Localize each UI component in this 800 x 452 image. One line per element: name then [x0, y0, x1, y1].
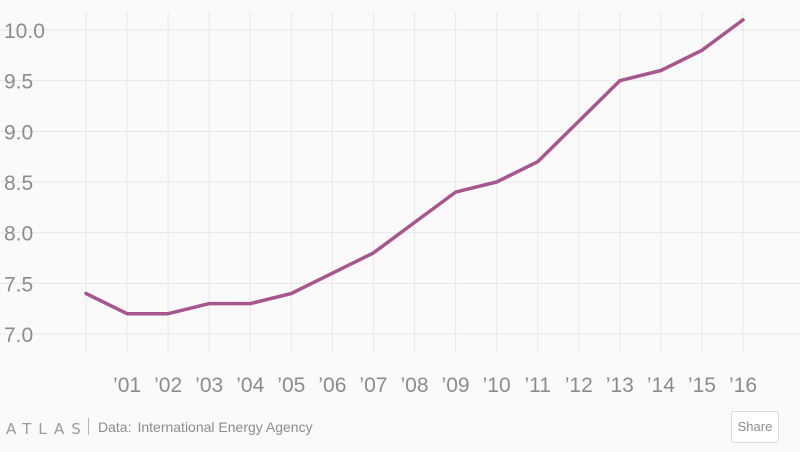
line-chart: 7.07.58.08.59.09.510.0 ’01’02’03’04’05’0… [0, 12, 800, 397]
x-tick-label: ’08 [400, 374, 428, 397]
footer: ATLAS Data: International Energy Agency S… [0, 408, 800, 452]
x-tick-label: ’15 [688, 374, 716, 397]
y-axis: 7.0 7.5 8.0 8.5 9.0 9.5 10.0 [4, 20, 45, 347]
y-tick-label: 8.0 [4, 223, 33, 246]
source-text: International Energy Agency [137, 419, 313, 435]
x-tick-label: ’06 [318, 374, 346, 397]
share-button[interactable]: Share [731, 411, 779, 443]
x-tick-label: ’01 [113, 374, 141, 397]
x-tick-label: ’13 [606, 374, 634, 397]
x-tick-label: ’12 [565, 374, 593, 397]
x-tick-label: ’05 [277, 374, 305, 397]
x-tick-label: ’09 [442, 374, 470, 397]
y-tick-label: 9.0 [4, 121, 33, 144]
y-tick-label: 9.5 [4, 71, 33, 94]
x-tick-label: ’11 [524, 374, 550, 397]
x-tick-label: ’07 [359, 374, 387, 397]
x-tick-label: ’04 [236, 374, 264, 397]
x-tick-label: ’14 [647, 374, 675, 397]
x-axis: ’01 ’02 ’03 ’04 ’05 ’06 ’07 ’08 ’09 ’10 ’11 ’12 ’13 ’… [113, 374, 757, 397]
atlas-logo: ATLAS [6, 420, 88, 438]
x-tick-label: ’10 [483, 374, 511, 397]
source-label: Data: [98, 419, 132, 435]
series-line [84, 18, 745, 316]
x-tick-label: ’03 [195, 374, 223, 397]
source-credit: Data: International Energy Agency [98, 419, 313, 435]
logo-divider [88, 418, 89, 435]
x-tick-label: ’16 [729, 374, 757, 397]
y-tick-label: 7.0 [4, 324, 33, 347]
y-tick-label: 8.5 [4, 172, 33, 195]
y-tick-label: 10.0 [4, 20, 45, 43]
x-tick-label: ’02 [154, 374, 182, 397]
y-tick-label: 7.5 [4, 273, 33, 296]
